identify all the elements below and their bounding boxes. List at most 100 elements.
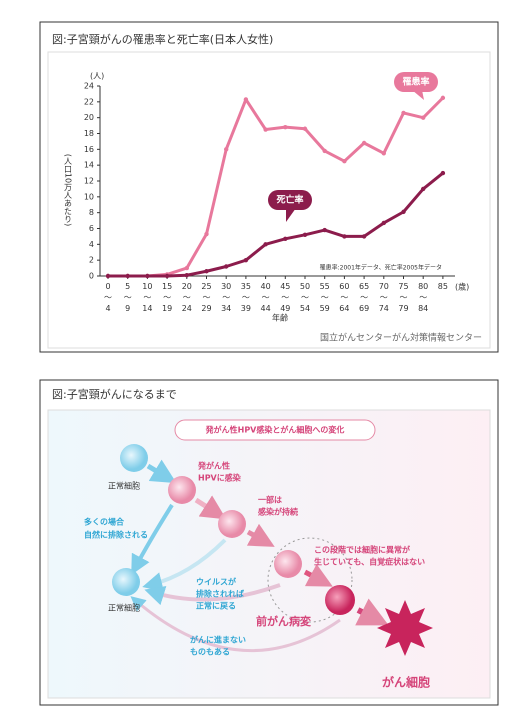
point [361, 140, 367, 146]
x-tick-label: 55 〜 59 [320, 282, 330, 313]
series-line [108, 171, 444, 278]
x-tick-label: 5 〜 9 [124, 282, 132, 313]
label: 排除されれば [196, 589, 244, 599]
arrow [130, 596, 341, 653]
label: 発がん性 [197, 461, 230, 471]
label: この段階では細胞に異常が [314, 545, 411, 555]
y-unit: (人) [90, 72, 104, 81]
arrow [146, 459, 177, 484]
label: 感染が持続 [258, 507, 298, 517]
cell [120, 444, 148, 472]
label: がんに進まない [190, 635, 246, 645]
point [440, 95, 446, 101]
arrow [246, 523, 275, 547]
point [440, 170, 446, 176]
cell [274, 550, 302, 578]
x-tick-label: 45 〜 49 [280, 282, 290, 313]
label: 前がん病変 [256, 614, 311, 628]
arrow [142, 538, 227, 592]
arrow [303, 563, 333, 587]
label: 生じていても、自覚症状はない [314, 557, 425, 567]
arrow [144, 583, 281, 606]
point [184, 265, 189, 271]
x-tick-label: 0 〜 4 [104, 282, 112, 313]
source: 国立がんセンターがん対策情報センター [320, 332, 482, 344]
x-tick-label: 35 〜 39 [241, 282, 251, 313]
point [204, 269, 209, 274]
point [243, 257, 249, 263]
x-tick-label: 15 〜 19 [162, 282, 172, 313]
chart-title: 図:子宮頸がんの罹患率と死亡率(日本人女性) [52, 32, 273, 46]
cell [168, 476, 196, 504]
label: 自然に排除される [84, 530, 148, 540]
point [263, 242, 268, 247]
y-tick-label: 14 [84, 161, 94, 170]
y-tick-label: 24 [84, 82, 94, 91]
point [145, 273, 150, 279]
label: ウイルスが [196, 577, 237, 587]
arrow [194, 495, 227, 520]
arrow [355, 598, 389, 626]
diagram-header: 発がん性HPV感染とがん細胞への変化 [205, 425, 345, 435]
point [322, 227, 327, 233]
point [381, 151, 386, 156]
x-tick-label: 50 〜 54 [300, 282, 310, 313]
point [204, 231, 209, 237]
y-tick-label: 2 [89, 256, 94, 265]
point [243, 97, 249, 102]
arrow [131, 503, 174, 576]
y-tick-label: 20 [84, 113, 94, 122]
point [164, 273, 170, 279]
cell [325, 585, 355, 615]
label: HPVに感染 [198, 473, 242, 483]
x-tick-label: 30 〜 34 [221, 282, 231, 313]
label: 多くの場合 [84, 517, 125, 527]
point [421, 186, 426, 192]
x-tick-label: 20 〜 24 [182, 282, 192, 313]
y-tick-label: 0 [89, 272, 94, 281]
cell [218, 510, 246, 538]
header-box [174, 419, 376, 441]
point [263, 127, 268, 132]
chart: 図:子宮頸がんの罹患率と死亡率(日本人女性) (人) (人口10万人あたり) 年… [52, 32, 482, 344]
x-tick-label: 75 〜 79 [398, 282, 408, 313]
y-tick-label: 10 [84, 192, 94, 201]
x-tick-label: 85 [438, 282, 448, 291]
precancer-ring [267, 537, 353, 623]
arrows [130, 459, 389, 653]
y-tick-label: 16 [84, 145, 94, 154]
label: 正常細胞 [108, 603, 140, 613]
y-tick-label: 6 [89, 224, 94, 233]
x-tick-label: 60 〜 64 [339, 282, 349, 313]
legend-label: 罹患率 [402, 76, 429, 88]
cell [112, 568, 140, 596]
y-tick-label: 22 [84, 97, 94, 106]
diagram-title: 図:子宮頸がんになるまで [52, 387, 177, 401]
point [401, 209, 406, 215]
y-tick-label: 12 [84, 177, 94, 186]
label: 一部は [258, 495, 282, 505]
y-label: (人口10万人あたり) [64, 154, 73, 226]
x-tick-label: 70 〜 74 [379, 282, 389, 313]
label: 正常に戻る [196, 601, 236, 611]
point [184, 273, 189, 278]
point [224, 147, 229, 152]
x-tick-label: 25 〜 29 [201, 282, 211, 313]
point [283, 236, 288, 241]
y-tick-label: 8 [89, 208, 94, 217]
point [342, 159, 347, 164]
x-tick-label: 40 〜 44 [261, 282, 271, 313]
point [381, 220, 386, 226]
cancer-cell [377, 600, 433, 656]
x-label: 年齢 [272, 313, 288, 323]
point [401, 110, 406, 116]
point [105, 273, 111, 279]
point [361, 234, 367, 239]
callout-pointer [286, 208, 296, 222]
point [302, 126, 308, 131]
legend-label: 死亡率 [275, 194, 303, 206]
label: がん細胞 [382, 675, 430, 690]
point [302, 232, 308, 238]
callout-pointer [412, 90, 424, 100]
